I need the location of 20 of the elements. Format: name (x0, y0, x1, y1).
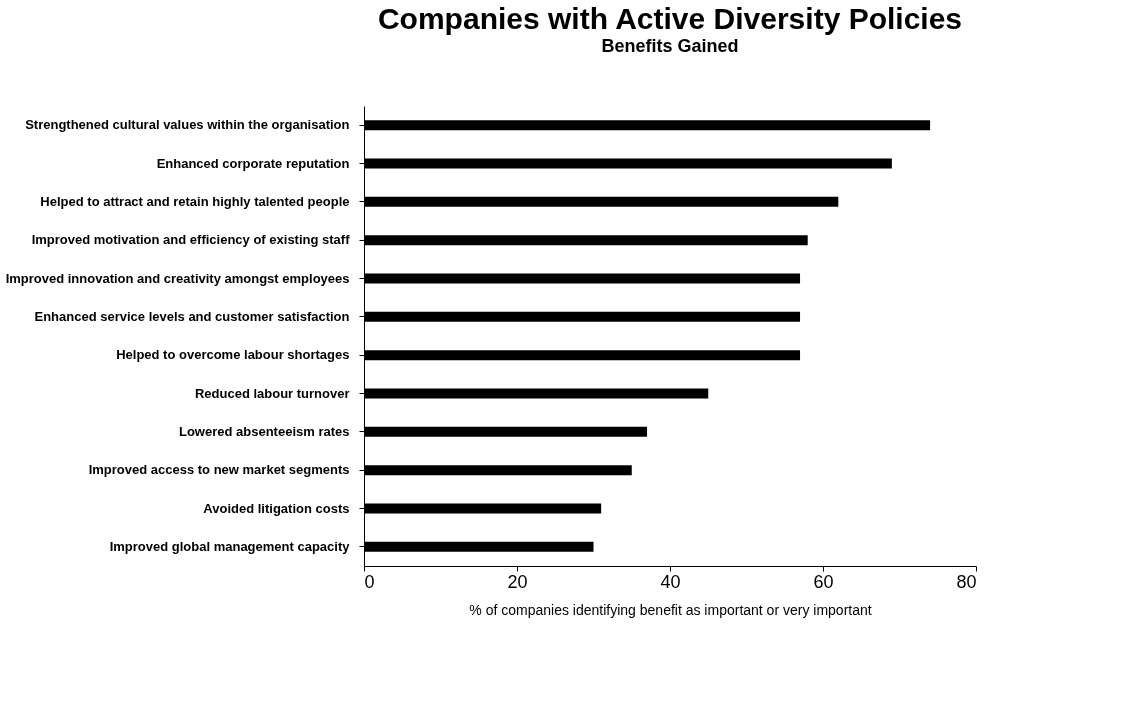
x-axis-title: % of companies identifying benefit as important or very important (469, 601, 872, 618)
y-tick-label: Helped to overcome labour shortages (116, 347, 350, 363)
y-tick-label: Reduced labour turnover (194, 385, 350, 401)
y-tick-label: Improved innovation and creativity amongst employees (5, 270, 350, 286)
y-tick-label: Enhanced corporate reputation (156, 155, 350, 171)
chart-subtitle: Benefits Gained (601, 36, 739, 56)
chart-title: Companies with Active Diversity Policies (377, 2, 963, 35)
y-tick-label: Avoided litigation costs (203, 500, 350, 516)
y-tick-label: Improved motivation and efficiency of existing staff (31, 232, 351, 248)
y-tick-label: Enhanced service levels and customer satisfaction (34, 308, 350, 324)
y-tick-label: Lowered absenteeism rates (178, 423, 350, 439)
x-tick-label: 40 (660, 571, 681, 592)
x-tick-label: 60 (813, 571, 834, 592)
x-tick-label: 20 (507, 571, 528, 592)
y-tick-label: Strengthened cultural values within the organisation (25, 117, 350, 133)
x-tick-label: 80 (956, 571, 977, 592)
x-tick-label: 0 (364, 571, 375, 592)
y-tick-label: Improved access to new market segments (88, 462, 350, 478)
y-tick-label: Improved global management capacity (109, 538, 351, 554)
y-tick-label: Helped to attract and retain highly talented people (40, 193, 350, 209)
